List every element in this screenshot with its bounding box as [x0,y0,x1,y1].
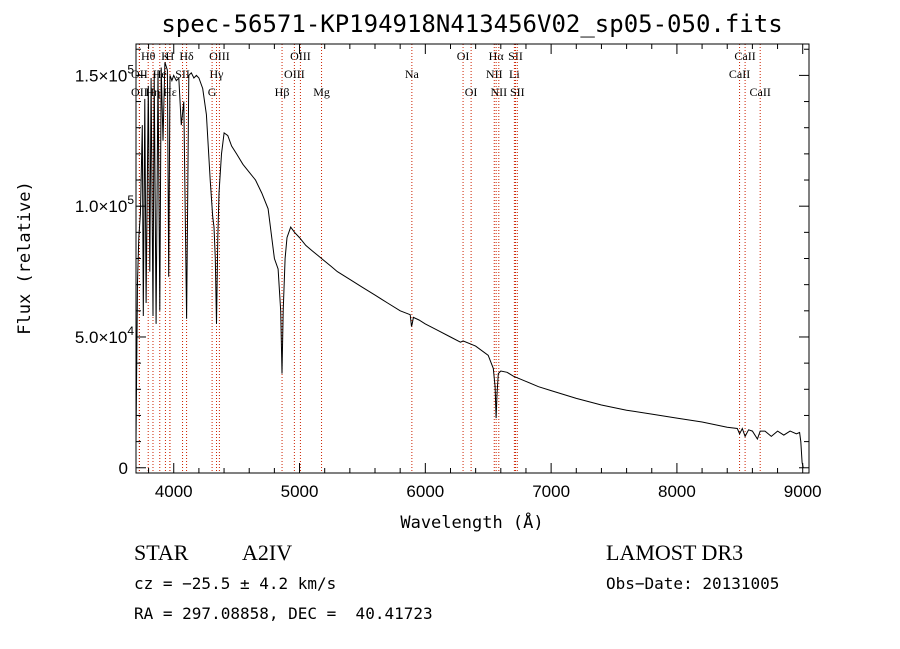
spectral-line-label: Hγ [210,67,225,81]
x-axis-label: Wavelength (Å) [400,511,543,533]
plot-frame [135,43,810,474]
spectral-line-label: CaII [729,67,750,81]
spectral-line-label: Hβ [275,85,290,99]
spectral-line-label: OIII [284,67,305,81]
spectral-line-label: Hα [489,49,505,63]
spectral-line-label: CaII [734,49,755,63]
spectral-line-label: CaII [750,85,771,99]
chart-title: spec-56571-KP194918N413456V02_sp05-050.f… [161,10,782,38]
spectral-line-label: SII [510,85,525,99]
spectral-line-label: Hη [146,85,161,99]
x-tick-label: 9000 [784,482,822,501]
spectrum-layer [135,62,804,468]
spectral-line-label: OI [465,85,478,99]
x-tick-label: 4000 [155,482,193,501]
spectral-line-label: OII [131,67,148,81]
spectral-line-label: Hθ [141,49,156,63]
coordinates: RA = 297.08858, DEC = 40.41723 [134,604,433,623]
spectral-line-label: OIII [209,49,230,63]
spectral-line-label: H [166,49,175,63]
spectral-line-label: OI [457,49,470,63]
x-tick-label: 6000 [406,482,444,501]
object-class: STAR [134,540,189,565]
spectral-line-label: OIII [290,49,311,63]
y-axis-label: Flux (relative) [15,181,35,335]
object-subclass: A2IV [242,540,293,565]
obs-date: Obs−Date: 20131005 [606,574,780,593]
x-tick-label: 5000 [281,482,319,501]
spectral-line-label: Mg [313,85,330,99]
spectrum-series [135,62,804,468]
spectral-line-label: Hδ [179,49,194,63]
axis-ticks: 4000 5000 6000 7000 8000 9000 0 5.0×104 1.0×105 1… [75,44,822,501]
x-tick-label: 8000 [658,482,696,501]
y-tick-label: 5.0×104 [75,324,134,347]
x-tick-label: 7000 [532,482,570,501]
survey-name: LAMOST DR3 [606,540,744,565]
y-tick-label: 0 [119,459,128,478]
redshift-readout: cz = −25.5 ± 4.2 km/s [134,574,337,593]
spectral-line-label: NII [490,85,507,99]
y-tick-label: 1.0×105 [75,193,134,216]
spectral-line-label: G [208,85,217,99]
y-tick-label: 1.5×105 [75,62,134,85]
spectral-line-label: NII [486,67,503,81]
spectral-line-label: Na [405,67,420,81]
spectral-line-label: Li [509,67,520,81]
spectral-line-label: SII [508,49,523,63]
spectral-line-label: He [153,67,167,81]
spectral-line-label: K [161,49,170,63]
